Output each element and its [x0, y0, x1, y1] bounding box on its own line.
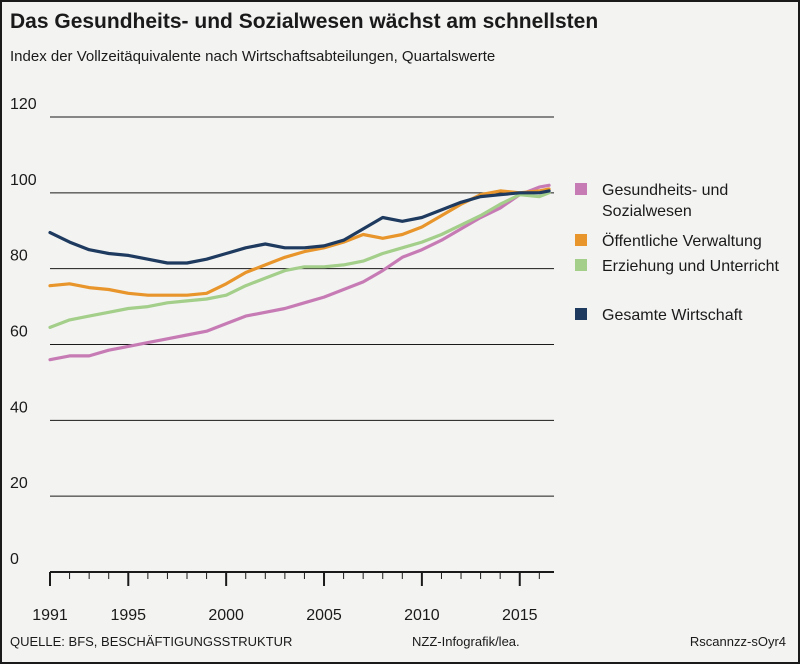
chart-title: Das Gesundheits- und Sozialwesen wächst … — [10, 10, 599, 33]
y-tick-label: 120 — [10, 96, 37, 113]
legend-swatch — [575, 183, 587, 195]
y-tick-label: 100 — [10, 172, 37, 189]
image-id-note: Rscannzz-sOyr4 — [689, 634, 786, 649]
legend-label: Gesundheits- und Sozialwesen — [602, 182, 728, 220]
y-tick-label: 40 — [10, 399, 28, 416]
x-tick-label: 2005 — [306, 607, 342, 624]
source-note: QUELLE: BFS, BESCHÄFTIGUNGSSTRUKTUR — [10, 634, 293, 649]
credit-note: NZZ-Infografik/lea. — [412, 634, 520, 649]
x-tick-label: 1995 — [110, 607, 146, 624]
x-tick-label: 2000 — [208, 607, 244, 624]
legend-label: Öffentliche Verwaltung — [602, 232, 762, 250]
series-line-3 — [48, 191, 551, 329]
y-tick-label: 0 — [10, 551, 19, 568]
chart-subtitle: Index der Vollzeitäquivalente nach Wirts… — [10, 48, 496, 65]
series-line-1 — [48, 183, 551, 362]
series-line-4 — [48, 189, 551, 265]
x-tick-label: 2015 — [502, 607, 538, 624]
legend-label: Gesamte Wirtschaft — [602, 307, 743, 324]
series-line-2 — [48, 187, 551, 297]
legend-label: Erziehung und Unterricht — [602, 258, 780, 275]
y-tick-label: 80 — [10, 248, 28, 265]
x-tick-label: 1991 — [32, 607, 68, 624]
legend-swatch — [575, 234, 587, 246]
x-tick-label: 2010 — [404, 607, 440, 624]
y-tick-label: 60 — [10, 324, 28, 341]
legend-swatch — [575, 308, 587, 320]
y-tick-label: 20 — [10, 475, 28, 492]
legend-swatch — [575, 259, 587, 271]
